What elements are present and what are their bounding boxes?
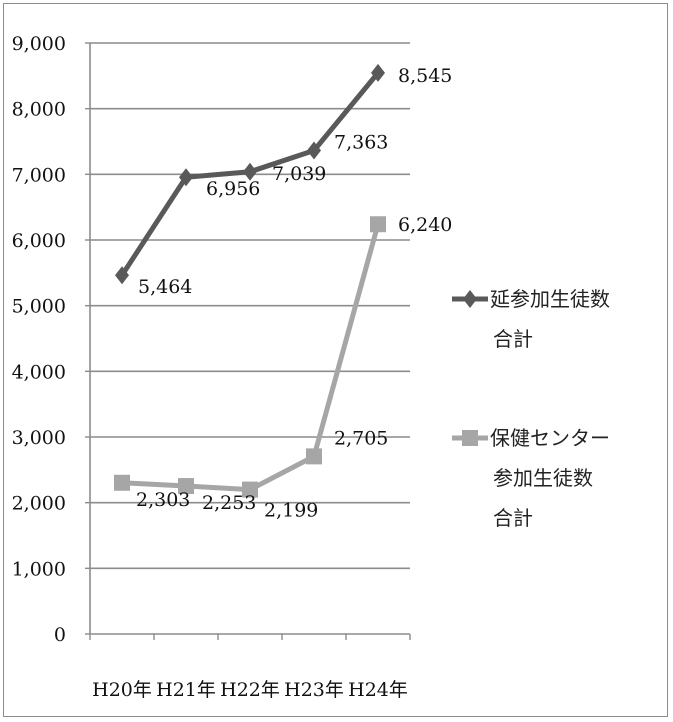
x-axis-ticks: H20年 H21年 H22年 H23年 H24年 (92, 679, 408, 701)
diamond-marker (115, 266, 129, 285)
data-label: 5,464 (138, 276, 192, 298)
data-label: 2,253 (202, 492, 256, 514)
diamond-marker (243, 162, 257, 181)
data-label: 6,240 (398, 214, 452, 236)
square-marker (370, 216, 386, 233)
axes (85, 42, 411, 640)
y-tick-label: 8,000 (12, 99, 66, 121)
y-tick-label: 1,000 (12, 558, 66, 580)
legend-label: 保健センター (490, 426, 610, 450)
y-tick-label: 9,000 (12, 33, 66, 55)
gridlines (90, 42, 410, 570)
square-marker (306, 448, 322, 465)
y-tick-label: 5,000 (12, 296, 66, 318)
data-label: 2,705 (334, 427, 388, 449)
data-label: 7,363 (334, 131, 388, 153)
y-tick-label: 6,000 (12, 230, 66, 252)
data-label: 2,199 (264, 500, 318, 522)
legend-label: 合計 (493, 506, 533, 530)
diamond-marker (307, 141, 321, 160)
square-marker (178, 478, 194, 495)
data-label: 7,039 (272, 163, 326, 185)
data-label: 2,303 (136, 489, 190, 511)
y-tick-label: 4,000 (12, 361, 66, 383)
data-label: 6,956 (206, 178, 260, 200)
legend-square-marker (462, 430, 478, 446)
diamond-marker (179, 168, 193, 187)
legend-label: 延参加生徒数 (490, 287, 610, 311)
x-tick-label: H20年 (92, 679, 152, 701)
legend-label: 参加生徒数 (493, 466, 593, 490)
series-line (121, 223, 381, 493)
y-tick-label: 2,000 (12, 493, 66, 515)
diamond-marker (371, 63, 385, 82)
x-tick-label: H24年 (348, 679, 408, 701)
y-axis-ticks: 0 1,000 2,000 3,000 4,000 5,000 6,000 7,000 8,00… (12, 33, 66, 646)
x-tick-label: H21年 (156, 679, 216, 701)
square-marker (114, 474, 130, 491)
series-group (114, 63, 386, 498)
square-marker (242, 481, 258, 498)
data-labels: 5,464 6,956 7,039 7,363 8,545 2,303 2,253 2,199… (136, 65, 452, 522)
data-label: 8,545 (398, 65, 452, 87)
y-tick-label: 7,000 (12, 164, 66, 186)
y-tick-label: 3,000 (12, 427, 66, 449)
legend-diamond-marker (463, 290, 477, 308)
x-tick-label: H23年 (284, 679, 344, 701)
legend-label: 合計 (493, 327, 533, 351)
x-tick-label: H22年 (220, 679, 280, 701)
y-tick-label: 0 (54, 624, 66, 646)
